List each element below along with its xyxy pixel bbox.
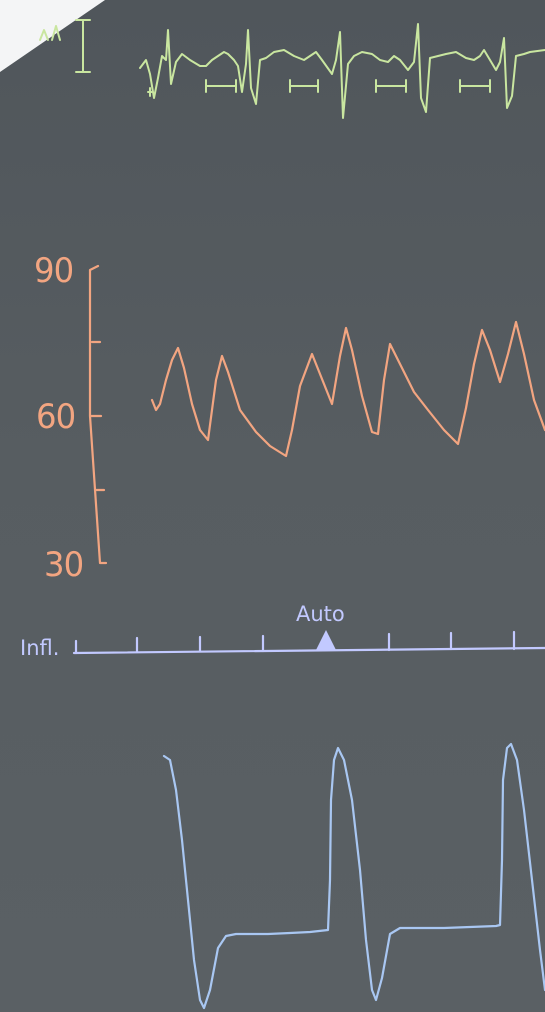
pressure-scale-max: 90 bbox=[34, 251, 74, 291]
inflation-bar-axis bbox=[72, 646, 545, 655]
inflation-bar-label: Infl. bbox=[20, 636, 60, 660]
pressure-waveform bbox=[88, 264, 545, 565]
ecg-calibration-mark bbox=[39, 25, 61, 41]
ecg-interval-marker bbox=[205, 79, 237, 93]
pressure-scale-min: 30 bbox=[44, 545, 84, 585]
ecg-trace-line bbox=[139, 23, 545, 119]
inflation-timing-marker bbox=[316, 630, 336, 650]
ecg-interval-marker bbox=[459, 79, 491, 93]
pressure-trace-line bbox=[150, 320, 545, 458]
balloon-trace-line bbox=[162, 742, 545, 1010]
pressure-scale-mid: 60 bbox=[36, 397, 76, 437]
ecg-waveform bbox=[39, 19, 545, 119]
ecg-scale-bar bbox=[75, 19, 91, 73]
ecg-interval-marker bbox=[289, 79, 319, 93]
inflation-mode-label: Auto bbox=[296, 602, 345, 626]
ecg-interval-marker bbox=[147, 87, 153, 97]
pressure-scale-axis bbox=[88, 264, 108, 565]
ecg-interval-marker bbox=[375, 79, 407, 93]
inflation-timing-bar bbox=[72, 630, 545, 655]
